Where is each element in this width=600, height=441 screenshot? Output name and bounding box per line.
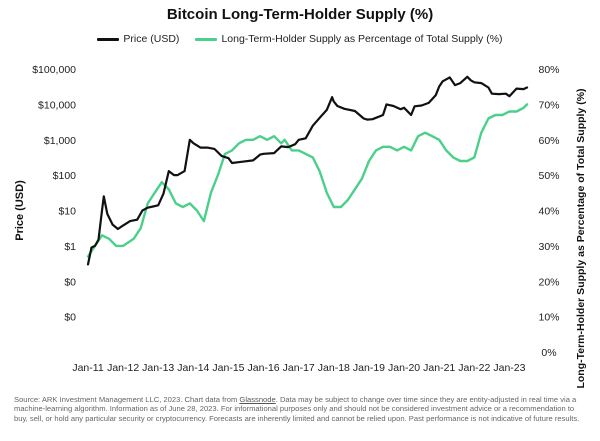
x-tick-label: Jan-17: [283, 362, 315, 374]
x-tick-label: Jan-12: [107, 362, 139, 374]
x-tick-label: Jan-16: [248, 362, 280, 374]
lth-supply-series-line: [86, 103, 529, 258]
x-tick-label: Jan-18: [318, 362, 350, 374]
x-tick-label: Jan-19: [353, 362, 385, 374]
right-tick-label: 30%: [538, 241, 559, 253]
left-tick-label: $100,000: [32, 64, 76, 76]
chart-legend: Price (USD) Long-Term-Holder Supply as P…: [0, 33, 600, 45]
legend-label-price: Price (USD): [123, 33, 180, 45]
glassnode-link[interactable]: Glassnode: [239, 395, 276, 404]
source-note: Source: ARK Investment Management LLC, 2…: [14, 395, 590, 423]
chart-plot: $0 $0 $1 $10 $100 $1,000 $10,000 $100,000 0% 10%…: [14, 64, 587, 389]
right-axis: 0% 10% 20% 30% 40% 50% 60% 70% 80%: [538, 64, 559, 359]
x-axis: Jan-11 Jan-12 Jan-13 Jan-14 Jan-15 Jan-16 Jan-…: [72, 362, 525, 374]
right-tick-label: 20%: [538, 276, 559, 288]
left-tick-label: $1,000: [44, 135, 76, 147]
x-tick-label: Jan-13: [142, 362, 174, 374]
legend-item-lth-supply: Long-Term-Holder Supply as Percentage of…: [195, 33, 503, 45]
x-tick-label: Jan-11: [72, 362, 103, 374]
right-tick-label: 40%: [538, 206, 559, 218]
series-layer: [86, 75, 529, 266]
left-tick-label: $0: [64, 312, 76, 324]
price-series-line: [86, 75, 529, 266]
legend-swatch-price: [97, 37, 120, 41]
right-tick-label: 0%: [541, 347, 556, 359]
x-tick-label: Jan-22: [458, 362, 490, 374]
chart-title: Bitcoin Long-Term-Holder Supply (%): [166, 6, 434, 23]
left-tick-label: $1: [64, 241, 76, 253]
left-axis-title: Price (USD): [14, 180, 26, 241]
x-tick-label: Jan-23: [493, 362, 525, 374]
x-tick-label: Jan-21: [423, 362, 455, 374]
x-tick-label: Jan-20: [388, 362, 420, 374]
left-tick-label: $10: [58, 206, 76, 218]
legend-item-price: Price (USD): [97, 33, 179, 45]
left-tick-label: $0: [64, 276, 76, 288]
legend-swatch-lth-supply: [195, 37, 218, 41]
x-tick-label: Jan-14: [177, 362, 209, 374]
legend-label-lth-supply: Long-Term-Holder Supply as Percentage of…: [221, 33, 503, 45]
source-text-rest: . Data may be subject to change over tim…: [14, 395, 580, 423]
right-axis-title: Long-Term-Holder Supply as Percentage of…: [575, 88, 587, 388]
source-text: Source: ARK Investment Management LLC, 2…: [14, 395, 240, 404]
right-tick-label: 50%: [538, 170, 559, 182]
left-axis: $0 $0 $1 $10 $100 $1,000 $10,000 $100,000: [32, 64, 76, 324]
left-tick-label: $100: [53, 170, 77, 182]
right-tick-label: 80%: [538, 64, 559, 76]
right-tick-label: 10%: [538, 312, 559, 324]
right-tick-label: 70%: [538, 99, 559, 111]
x-tick-label: Jan-15: [212, 362, 244, 374]
right-tick-label: 60%: [538, 135, 559, 147]
left-tick-label: $10,000: [38, 99, 76, 111]
